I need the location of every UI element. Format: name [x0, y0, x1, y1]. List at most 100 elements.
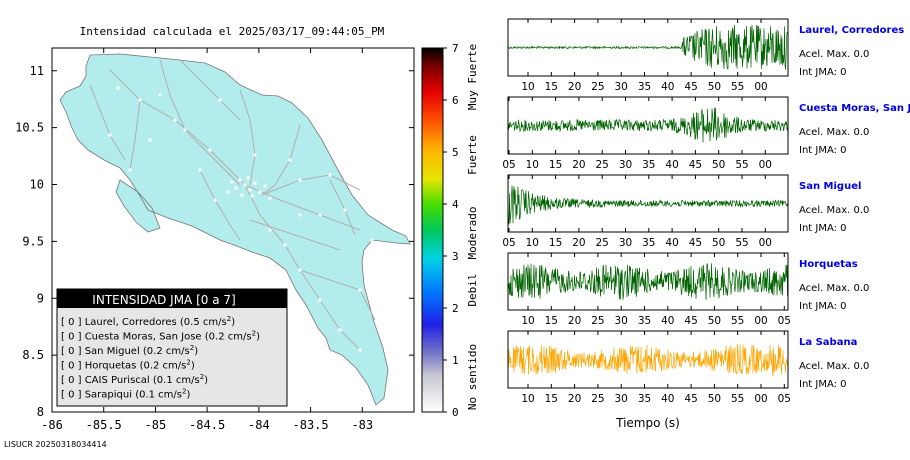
waveform-tick-label: 20 — [572, 237, 585, 249]
legend-entry-value: (0.2 cm/s — [205, 332, 252, 343]
waveform-acel-max: Acel. Max. 0.0 — [799, 205, 869, 216]
waveform-int-jma: Int JMA: 0 — [799, 223, 847, 234]
town-marker — [298, 213, 302, 217]
waveform-tick-label: 40 — [665, 237, 678, 249]
map-y-tick-label: 11 — [30, 64, 44, 78]
town-marker — [173, 118, 177, 122]
legend-station-entry: [ 0 ] San Miguel (0.2 cm/s2) — [61, 344, 198, 357]
legend-entry-name: Sarapiqui — [85, 390, 135, 401]
road — [249, 219, 341, 251]
waveform-tick-label: 40 — [661, 393, 674, 405]
road — [261, 174, 361, 196]
road — [89, 84, 126, 161]
town-marker — [198, 168, 202, 172]
legend-entry-value: (0.5 cm/s — [180, 317, 227, 328]
waveform-tick-label: 25 — [591, 81, 604, 93]
colorbar-tick-label: 5 — [452, 146, 459, 159]
road — [299, 269, 376, 321]
town-marker — [248, 188, 252, 192]
waveform-tick-label: 30 — [619, 159, 632, 171]
waveform-station-name: Laurel, Corredores — [799, 25, 904, 36]
town-marker — [238, 178, 242, 182]
town-marker — [218, 98, 222, 102]
colorbar-tick-label: 7 — [452, 42, 459, 55]
map-x-tick-label: -84 — [248, 418, 270, 432]
waveform-tick-label: 30 — [615, 393, 628, 405]
waveform-tick-label: 20 — [572, 159, 585, 171]
waveform-tick-label: 45 — [684, 393, 697, 405]
legend-station-entry: [ 0 ] Sarapiqui (0.1 cm/s2) — [61, 388, 190, 401]
legend-entry-close: ) — [256, 332, 260, 343]
waveform-acel-max: Acel. Max. 0.0 — [799, 361, 869, 372]
town-marker — [138, 98, 142, 102]
waveform-tick-label: 30 — [619, 237, 632, 249]
town-marker — [288, 158, 292, 162]
waveform-panel: 05 10 15 20 25 30 35 40 45 50 55 00 Cuesta Moras, Sa… — [502, 96, 910, 171]
waveform-tick-label: 45 — [689, 159, 702, 171]
road — [179, 59, 241, 121]
legend-entry-close: ) — [204, 375, 208, 386]
waveform-tick-label: 35 — [638, 393, 651, 405]
waveform-tick-label: 40 — [661, 315, 674, 327]
colorbar-tick-label: 2 — [452, 302, 459, 315]
waveform-frame — [507, 18, 789, 77]
waveform-station-name: La Sabana — [799, 337, 857, 348]
waveform-tick-label: 15 — [549, 237, 562, 249]
waveform-tick-label: 10 — [521, 315, 534, 327]
waveform-tick-label: 55 — [735, 237, 748, 249]
town-marker — [298, 178, 302, 182]
map-y-tick-label: 8.5 — [22, 348, 44, 362]
map-y-tick-label: 10.5 — [15, 121, 44, 135]
waveform-tick-label: 00 — [759, 159, 772, 171]
waveform-tick-label: 50 — [708, 81, 721, 93]
legend-entry-name: Laurel, Corredores — [85, 317, 180, 328]
waveform-tick-label: 25 — [591, 393, 604, 405]
waveform-tick-label: 30 — [615, 81, 628, 93]
colorbar-category-label: Fuerte — [466, 135, 479, 175]
town-marker — [213, 198, 217, 202]
waveform-tick-label: 50 — [712, 159, 725, 171]
town-marker — [328, 173, 332, 177]
town-marker — [358, 348, 362, 352]
waveform-tick-label: 30 — [615, 315, 628, 327]
waveform-tick-label: 25 — [591, 315, 604, 327]
waveform-frame — [507, 96, 789, 155]
town-marker — [283, 243, 287, 247]
map-y-tick-label: 8 — [37, 405, 44, 419]
map-x-tick-label: -84.5 — [189, 418, 225, 432]
waveform-tick-label: 15 — [549, 159, 562, 171]
legend-entry-value: (0.2 cm/s — [140, 361, 187, 372]
waveform-int-jma: Int JMA: 0 — [799, 301, 847, 312]
town-markers — [108, 86, 374, 352]
legend-entry-name: San Miguel — [85, 346, 143, 357]
town-marker — [258, 190, 262, 194]
waveform-trace — [507, 343, 789, 377]
legend-station-entry: [ 0 ] CAIS Puriscal (0.1 cm/s2) — [61, 373, 208, 386]
waveform-tick-label: 05 — [502, 237, 515, 249]
waveform-station-name: Horquetas — [799, 259, 858, 270]
road — [129, 99, 141, 171]
waveform-frame — [507, 174, 789, 233]
legend-entry-close: ) — [231, 317, 235, 328]
legend-entry-value: (0.2 cm/s — [143, 346, 190, 357]
waveform-tick-label: 50 — [708, 393, 721, 405]
waveform-tick-label: 15 — [545, 393, 558, 405]
intensity-colorbar: 7 6 5 4 3 2 1 0 Muy Fuerte Fuerte Moderado Debil No… — [421, 42, 479, 419]
waveform-tick-label: 55 — [735, 159, 748, 171]
town-marker — [230, 180, 234, 184]
colorbar-tick-label: 4 — [452, 198, 459, 211]
waveform-station-name: San Miguel — [799, 181, 861, 192]
waveform-panel: 10 15 20 25 30 35 40 45 50 55 00 05 La Sabana Acel. M… — [507, 330, 869, 405]
waveform-tick-label: 15 — [545, 81, 558, 93]
waveform-tick-label: 35 — [638, 81, 651, 93]
road — [109, 69, 361, 231]
legend-entry-sup: 2 — [252, 330, 256, 338]
map-frame — [51, 47, 415, 413]
legend-station-entry: [ 0 ] Horquetas (0.2 cm/s2) — [61, 359, 195, 372]
legend-entry-close: ) — [186, 390, 190, 401]
town-marker — [108, 133, 112, 137]
town-marker — [268, 228, 272, 232]
waveform-trace — [507, 24, 789, 70]
waveform-tick-label: 20 — [568, 393, 581, 405]
colorbar-category-label: Debil — [466, 273, 479, 306]
